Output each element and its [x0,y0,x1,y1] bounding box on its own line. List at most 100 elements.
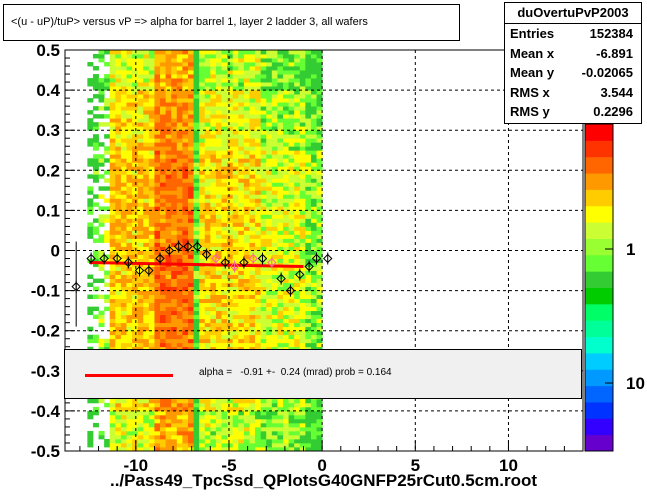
heatmap-cell [238,54,245,59]
heatmap-cell [187,70,194,75]
heatmap-cell [232,198,239,203]
heatmap-cell [277,82,284,87]
heatmap-cell [316,202,323,207]
heatmap-cell [187,342,194,348]
colorbar-segment [585,271,613,288]
heatmap-cell [260,410,267,416]
heatmap-cell [249,298,256,304]
heatmap-cell [243,150,250,155]
heatmap-cell [176,202,183,207]
heatmap-cell [120,162,127,167]
heatmap-cell [193,122,200,127]
heatmap-cell [148,242,155,247]
heatmap-cell [305,70,312,75]
heatmap-cell [204,98,211,103]
heatmap-cell [160,134,167,139]
heatmap-cell [160,258,167,263]
heatmap-cell [283,410,289,416]
heatmap-cell [283,414,289,420]
heatmap-cell [227,190,234,195]
heatmap-cell [310,418,317,424]
heatmap-cell [266,422,273,428]
heatmap-cell [305,318,312,324]
heatmap-cell [120,274,127,279]
heatmap-cell [120,102,127,107]
heatmap-cell [243,102,250,107]
heatmap-cell [87,282,94,287]
heatmap-cell [126,334,133,340]
heatmap-cell [115,166,122,171]
heatmap-cell [215,418,222,424]
heatmap-cell [316,90,323,95]
heatmap-cell [160,346,167,352]
heatmap-cell [255,430,262,436]
heatmap-cell [238,150,245,155]
heatmap-cell [305,326,312,332]
heatmap-cell [92,294,99,300]
heatmap-cell [92,122,99,127]
heatmap-cell [310,130,317,135]
heatmap-cell [171,142,178,147]
heatmap-cell [143,66,150,71]
heatmap-cell [115,170,122,175]
heatmap-cell [316,58,323,63]
heatmap-cell [277,290,284,296]
heatmap-cell [232,302,239,308]
heatmap-cell [288,294,295,300]
heatmap-cell [288,222,295,227]
heatmap-cell [148,82,155,87]
heatmap-cell [232,66,239,71]
heatmap-cell [187,418,194,424]
heatmap-cell [104,146,111,151]
heatmap-cell [316,322,323,328]
heatmap-cell [199,258,206,263]
heatmap-cell [288,62,295,67]
heatmap-cell [120,414,127,420]
heatmap-cell [215,430,222,436]
heatmap-cell [255,118,262,123]
heatmap-cell [120,194,127,199]
heatmap-cell [305,346,312,352]
heatmap-cell [288,246,295,251]
heatmap-cell [171,270,178,275]
heatmap-cell [176,150,183,155]
heatmap-cell [132,114,139,119]
heatmap-cell [299,54,306,59]
heatmap-cell [193,406,200,412]
heatmap-cell [249,98,256,103]
heatmap-cell [288,338,295,344]
heatmap-cell [305,246,312,251]
heatmap-cell [316,86,323,91]
heatmap-cell [271,254,278,259]
heatmap-cell [109,298,116,304]
heatmap-cell [120,402,127,408]
heatmap-cell [310,442,317,448]
heatmap-cell [109,254,116,259]
heatmap-cell [227,310,234,316]
heatmap-cell [204,226,211,231]
heatmap-cell [294,158,301,163]
heatmap-cell [316,110,323,115]
heatmap-cell [204,270,211,275]
heatmap-cell [182,54,189,59]
heatmap-cell [126,298,133,304]
heatmap-cell [316,426,323,432]
heatmap-cell [204,150,211,155]
heatmap-cell [120,342,127,348]
profile-point [164,245,175,256]
heatmap-cell [137,186,144,191]
heatmap-cell [154,238,161,243]
heatmap-cell [204,190,211,195]
heatmap-cell [299,74,306,79]
heatmap-cell [143,166,150,171]
heatmap-cell [92,286,99,291]
heatmap-cell [132,326,139,332]
heatmap-cell [109,86,116,91]
heatmap-cell [176,410,183,416]
heatmap-cell [165,242,172,247]
heatmap-cell [294,262,301,267]
heatmap-cell [232,410,239,416]
heatmap-cell [199,234,206,239]
heatmap-cell [98,106,105,111]
heatmap-cell [115,294,122,300]
